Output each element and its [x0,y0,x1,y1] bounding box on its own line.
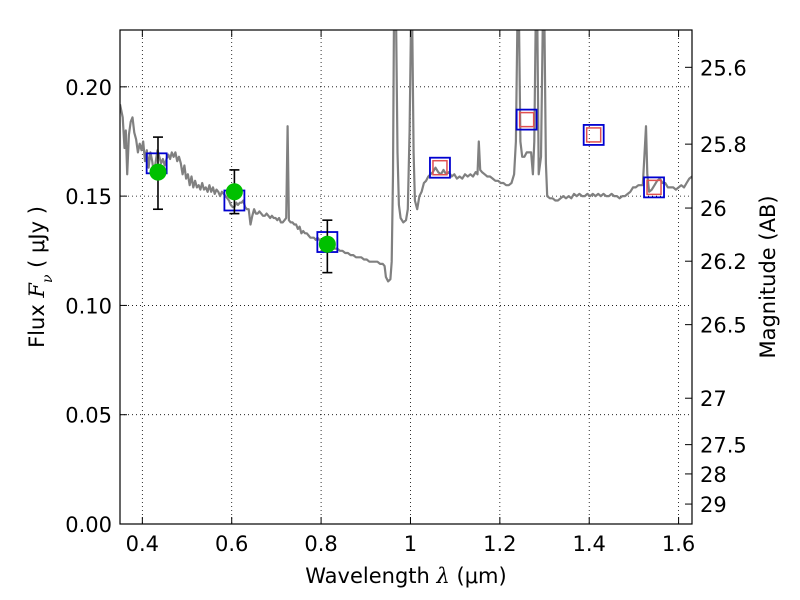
y-tick-label: 0.10 [65,294,112,318]
synthetic-photometry-square [582,124,605,146]
y-axis-title-prefix: Flux [25,298,49,348]
synthetic-photometry-square [429,156,451,179]
photometry-point [318,235,336,253]
y2-axis-title: Magnitude (AB) [756,195,780,358]
x-axis-title: Wavelength λ (μm) [305,564,506,588]
x-axis-title-unit: (μm) [450,564,507,588]
y2-tick-label: 27 [700,387,727,411]
model-fit-square [518,111,535,128]
y2-tick-label: 26.5 [700,314,747,338]
y2-tick-label: 28 [700,463,727,487]
grid-lines [120,30,692,525]
x-tick-label: 0.8 [304,532,337,556]
x-tick-label: 1.4 [573,532,606,556]
y2-tick-label: 26.2 [700,250,747,274]
photometry-point [225,183,243,201]
y2-tick-label: 25.8 [700,133,747,157]
plot-frame [119,29,693,525]
y2-tick-label: 27.5 [700,434,747,458]
synthetic-photometry-square [643,176,665,199]
photometry-point [149,163,167,181]
y-axis-title-unit: ( μJy ) [25,206,49,274]
y-axis-title: Flux Fν ( μJy ) [25,206,56,348]
spectrum-line [120,30,692,283]
model-fit-square [646,179,662,196]
axis-ticks: 0.4 0.6 0.8 1 1.2 1.4 1.6 0.00 0.05 0.10 0.15 0.20 2… [65,30,747,556]
x-axis-title-prefix: Wavelength [305,564,436,588]
y2-tick-label: 25.6 [700,56,747,80]
y-axis-title-symbol: F [25,282,49,299]
x-axis-title-symbol: λ [436,564,450,588]
x-tick-label: 1 [404,532,417,556]
y-axis-title-subscript: ν [40,274,56,283]
y-tick-label: 0.05 [65,404,112,428]
model-fit-square [432,159,448,176]
x-tick-label: 0.6 [215,532,248,556]
x-tick-label: 1.6 [662,532,695,556]
model-fit-square [585,127,602,143]
y2-tick-label: 26 [700,197,727,221]
x-tick-label: 1.2 [483,532,516,556]
x-tick-label: 0.4 [126,532,159,556]
y-tick-label: 0.15 [65,185,112,209]
y-tick-label: 0.00 [65,513,112,537]
series-layer [120,30,692,283]
synthetic-photometry-square [515,108,538,131]
y-tick-label: 0.20 [65,76,112,100]
y2-tick-label: 29 [700,493,727,517]
